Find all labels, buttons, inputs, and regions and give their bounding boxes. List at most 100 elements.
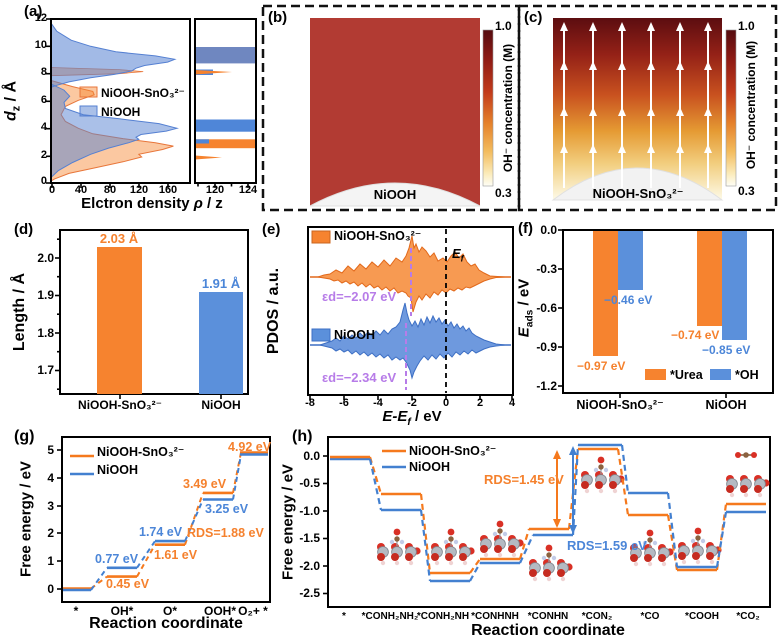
panel-d-label: (d): [14, 221, 34, 238]
b-colorbar: [482, 29, 494, 187]
h-ytick: -2.5: [299, 586, 320, 600]
h-rds-arrow-sno3: [553, 450, 561, 528]
a-legend-label-niooh: NiOOH: [101, 105, 141, 119]
g-xcat: O*: [162, 604, 178, 618]
a-xtick: 0: [48, 184, 56, 196]
d-cat-sno3: NiOOH-SnO₃²⁻: [78, 398, 162, 412]
g-levels: [63, 451, 268, 592]
f-value-sno3-oh: −0.46 eV: [604, 293, 653, 307]
f-ytick: 0.0: [540, 223, 557, 237]
a-legend-swatch-niooh: [79, 105, 98, 117]
panel-g-label: (g): [14, 428, 35, 445]
g-xaxis-label: Reaction coordinate: [89, 615, 243, 632]
h-xcat: *COOH: [685, 611, 719, 622]
panel-g-plot: [57, 436, 271, 603]
b-electrode-dome: [309, 182, 481, 207]
a-legend-label-sno3: NiOOH-SnO₃²⁻: [101, 86, 185, 100]
d-bar-niooh: [199, 292, 243, 394]
h-ytick: -0.5: [299, 476, 320, 490]
a-band-niooh-4A: [195, 119, 256, 132]
f-yaxis-label: Eads / eV: [515, 279, 535, 337]
h-connectors-niooh: [368, 444, 728, 582]
d-yaxis-label: Length / Å: [11, 272, 28, 352]
a-spike-2A-orange: [195, 155, 222, 160]
f-ytick: -0.3: [536, 262, 557, 276]
panel-f-label: (f): [518, 220, 533, 237]
f-bar-niooh-urea: [697, 230, 722, 326]
c-cbar-label: OH⁻ concentration (M): [744, 40, 758, 170]
h-levels: [330, 443, 766, 583]
g-ytick: 4: [47, 471, 54, 485]
a-xtick: 160: [158, 184, 178, 196]
f-legend-label-oh: *OH: [735, 368, 759, 382]
h-rds-label-niooh: RDS=1.59 eV: [567, 538, 647, 553]
g-ytick: 5: [47, 443, 54, 457]
a-xtick: 80: [103, 184, 117, 196]
panel-b-label: (b): [268, 9, 288, 26]
f-legend-label-urea: *Urea: [670, 368, 703, 382]
b-cbar-max: 1.0: [495, 19, 512, 33]
e-xtick: -4: [373, 397, 383, 409]
h-xcat: *CO: [640, 611, 660, 622]
f-legend-swatch-oh: [710, 369, 731, 380]
panel-d-plot: [55, 229, 249, 399]
a-xtick: 120: [205, 184, 225, 196]
h-xaxis-label: Reaction coordinate: [471, 622, 625, 639]
d-value-sno3: 2.03 Å: [99, 231, 139, 246]
g-step-325: 3.25 eV: [205, 502, 249, 516]
f-ytick: -1.2: [536, 379, 557, 393]
c-colorbar: [725, 29, 737, 187]
panel-c-plot: [551, 18, 737, 201]
b-cbar-label: OH⁻ concentration (M): [501, 43, 515, 173]
e-yaxis-label: PDOS / a.u.: [265, 267, 282, 355]
g-xcat: *: [73, 604, 79, 618]
e-dband-label-sno3: εd=−2.07 eV: [322, 289, 397, 304]
h-xcat: *CONH₂NH: [416, 611, 470, 622]
e-ef-sub: f: [460, 253, 464, 264]
a-xlabel-unit: / z: [202, 195, 223, 212]
h-xcat: *: [342, 611, 346, 622]
e-xaxis-label: E-Ef / eV: [382, 409, 441, 428]
c-material-label: NiOOH-SnO₃²⁻: [592, 186, 684, 201]
f-ytick: -0.9: [536, 340, 557, 354]
a-band-sno3-3A: [195, 139, 256, 149]
a-xtick: 120: [129, 184, 149, 196]
a-ytick: 4: [40, 121, 47, 133]
g-step-174: 1.74 eV: [139, 525, 183, 539]
h-xcat: *CONHNH: [471, 611, 519, 622]
a-xtick: 124: [238, 184, 258, 196]
f-cat-niooh: NiOOH: [705, 398, 747, 412]
e-legend-label-sno3: NiOOH-SnO₃²⁻: [334, 229, 422, 243]
e-xlabel-sub: f: [407, 417, 411, 428]
h-ytick: 0.0: [303, 449, 320, 463]
h-rds-label-sno3: RDS=1.45 eV: [484, 472, 564, 487]
a-xaxis-label: Elctron density ρ / z: [81, 196, 223, 211]
a-ytick: 2: [40, 149, 47, 161]
e-xtick: -6: [339, 397, 349, 409]
a-xlabel-rho: ρ: [193, 195, 203, 212]
e-xtick: -8: [305, 397, 315, 409]
c-cbar-max: 1.0: [738, 19, 755, 33]
panel-c-label: (c): [524, 9, 543, 26]
e-pdos-niooh: [318, 302, 506, 380]
g-ytick: 2: [47, 526, 54, 540]
c-flux-arrows: [560, 22, 712, 188]
e-ef-E: E: [452, 246, 461, 261]
b-concentration-field: [310, 18, 480, 206]
g-legend-label-niooh: NiOOH: [97, 463, 138, 477]
g-step-045: 0.45 eV: [106, 577, 150, 591]
e-xtick: 2: [476, 397, 484, 409]
panel-f-plot: [558, 229, 774, 398]
d-cat-niooh: NiOOH: [201, 398, 241, 412]
a-ytick: 8: [40, 66, 47, 78]
h-ytick: -2.0: [299, 559, 320, 573]
co2-molecule: [735, 452, 757, 458]
d-bar-sno3: [97, 247, 142, 394]
g-rds-label: RDS=1.88 eV: [187, 526, 264, 540]
panel-e-plot: [307, 226, 514, 400]
panel-a-label: (a): [24, 3, 43, 20]
a-band-3A-blue: [195, 139, 209, 144]
a-ytick: 6: [40, 94, 47, 106]
